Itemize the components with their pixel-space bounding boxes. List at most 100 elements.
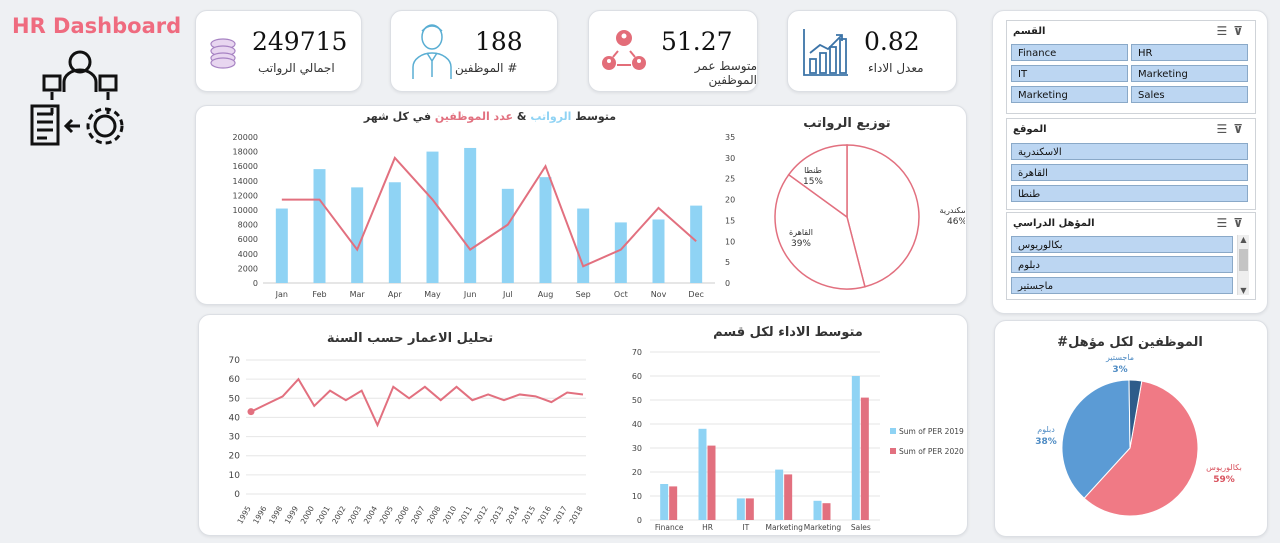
bar: [652, 219, 665, 283]
x-tick-label: Jan: [275, 290, 288, 299]
y-tick-label: 4000: [238, 250, 258, 259]
bar: [745, 498, 754, 520]
slicer-item[interactable]: Finance: [1011, 44, 1128, 61]
chart-title: توزيع الرواتب: [803, 116, 890, 131]
bar: [775, 469, 784, 520]
scroll-up-icon[interactable]: ▲: [1240, 235, 1247, 244]
bottom-card: [198, 314, 968, 536]
y2-tick-label: 10: [725, 237, 735, 246]
x-tick-label: 2015: [520, 504, 537, 525]
slicer-item[interactable]: Sales: [1131, 86, 1248, 103]
bar: [614, 222, 627, 283]
dashboard-title: HR Dashboard: [12, 14, 182, 38]
slicer-item[interactable]: Marketing: [1011, 86, 1128, 103]
chart-title-part: &: [513, 110, 527, 123]
series-line: [250, 377, 584, 428]
x-tick-label: 1999: [283, 504, 300, 525]
scroll-thumb[interactable]: [1239, 249, 1248, 271]
pie-slice: [1083, 380, 1199, 517]
bar: [813, 500, 822, 520]
y-tick-label: 20: [632, 468, 642, 477]
clear-filter-icon[interactable]: ⊽: [1233, 24, 1249, 38]
multi-select-icon[interactable]: ☰: [1216, 24, 1234, 38]
y2-tick-label: 35: [725, 133, 735, 142]
y-tick-label: 10000: [233, 206, 258, 215]
performance-by-dept-bar-chart: متوسط الاداء لكل قسم 0 10 20 30 40 50 60 70 Finan…: [632, 325, 964, 532]
x-tick-label: 2004: [362, 504, 379, 525]
pie-label: دبلوم: [1037, 425, 1055, 434]
y-tick-label: 40: [632, 420, 642, 429]
clear-filter-icon[interactable]: ⊽: [1233, 216, 1249, 230]
slicer-item[interactable]: طنطا: [1011, 185, 1248, 202]
x-tick-label: 2016: [536, 504, 553, 525]
slicer-title: القسم: [1013, 26, 1046, 37]
y-tick-label: 50: [229, 394, 241, 404]
y-tick-label: 12000: [233, 191, 258, 200]
kpi-card-total-salaries: 249715 اجمالي الرواتب: [195, 10, 362, 92]
pie-label: طنطا: [804, 166, 822, 175]
kpi-label: معدل الاداء: [868, 61, 924, 75]
x-tick-label: Finance: [655, 523, 684, 532]
hr-gear-document-icon: [30, 50, 124, 146]
y-tick-label: 40: [229, 413, 241, 423]
slicer-item[interactable]: بكالوريوس: [1011, 236, 1233, 253]
pie-label: ماجستير: [1105, 353, 1134, 362]
bar: [313, 169, 326, 283]
multi-select-icon[interactable]: ☰: [1216, 216, 1234, 230]
chart-title: متوسط الاداء لكل قسم: [713, 325, 863, 340]
x-tick-label: 2010: [441, 504, 458, 525]
employee-icon: [412, 24, 452, 79]
slicer-scrollbar[interactable]: ▲ ▼: [1237, 235, 1249, 295]
bar: [860, 397, 869, 520]
y-tick-label: 0: [253, 279, 258, 288]
slicer-item[interactable]: HR: [1131, 44, 1248, 61]
monthly-combo-chart: متوسط الرواتب & عدد الموظفين في كل شهر 0…: [233, 110, 736, 299]
x-tick-label: Dec: [688, 290, 703, 299]
x-tick-label: Marketing: [765, 523, 803, 532]
kpi-card-performance: 0.82 معدل الاداء: [787, 10, 957, 92]
y-tick-label: 10: [229, 471, 241, 481]
slicer-item[interactable]: ماجستير: [1011, 277, 1233, 294]
x-tick-label: Marketing: [804, 523, 842, 532]
x-tick-label: Sep: [576, 290, 591, 299]
x-tick-label: Apr: [388, 290, 403, 299]
clear-filter-icon[interactable]: ⊽: [1233, 122, 1249, 136]
multi-select-icon[interactable]: ☰: [1216, 122, 1234, 136]
pie-value-label: 46%: [947, 217, 965, 227]
y2-tick-label: 0: [725, 279, 730, 288]
y-tick-label: 70: [632, 348, 642, 357]
bar: [822, 503, 831, 520]
location-slicer: الموقع ☰⊽ الاسكندرية القاهرة طنطا: [1006, 118, 1256, 210]
slicer-item[interactable]: الاسكندرية: [1011, 143, 1248, 160]
legend-swatch: [890, 428, 896, 434]
x-tick-label: 1998: [267, 504, 284, 525]
kpi-label: متوسط عمر الموظفين: [694, 59, 757, 87]
scroll-down-icon[interactable]: ▼: [1240, 286, 1247, 295]
slicer-header: القسم ☰⊽: [1013, 24, 1249, 40]
slicer-title: الموقع: [1013, 124, 1047, 135]
slicer-item[interactable]: دبلوم: [1011, 256, 1233, 273]
slicer-item[interactable]: Marketing: [1131, 65, 1248, 82]
education-slicer: المؤهل الدراسي ☰⊽ بكالوريوس دبلوم ماجستي…: [1006, 212, 1256, 300]
pie-value-label: 39%: [791, 239, 811, 249]
pie-value-label: 15%: [803, 177, 823, 187]
x-tick-label: 2011: [457, 504, 474, 525]
y-tick-label: 30: [229, 433, 241, 443]
slicer-item[interactable]: IT: [1011, 65, 1128, 82]
department-slicer: القسم ☰⊽ Finance HR IT Marketing Marketi…: [1006, 20, 1256, 114]
y-tick-label: 60: [632, 372, 642, 381]
bar: [426, 151, 439, 283]
y2-tick-label: 5: [725, 258, 730, 267]
x-tick-label: 1995: [235, 504, 252, 525]
x-tick-label: IT: [742, 523, 749, 532]
slicer-item[interactable]: القاهرة: [1011, 164, 1248, 181]
x-tick-label: 2008: [425, 504, 442, 525]
slicer-title: المؤهل الدراسي: [1013, 218, 1095, 229]
x-tick-label: 2018: [567, 504, 584, 525]
bar: [698, 428, 707, 520]
y-tick-label: 70: [229, 356, 241, 366]
legend-label: Sum of PER 2020: [899, 447, 964, 456]
employees-by-qualification-pie: #الموظفين لكل مؤهل بكالوريوس 59% دبلوم 38% ما…: [1035, 335, 1242, 517]
kpi-card-employees: 188 # الموظفين: [390, 10, 558, 92]
x-tick-label: Jun: [463, 290, 477, 299]
